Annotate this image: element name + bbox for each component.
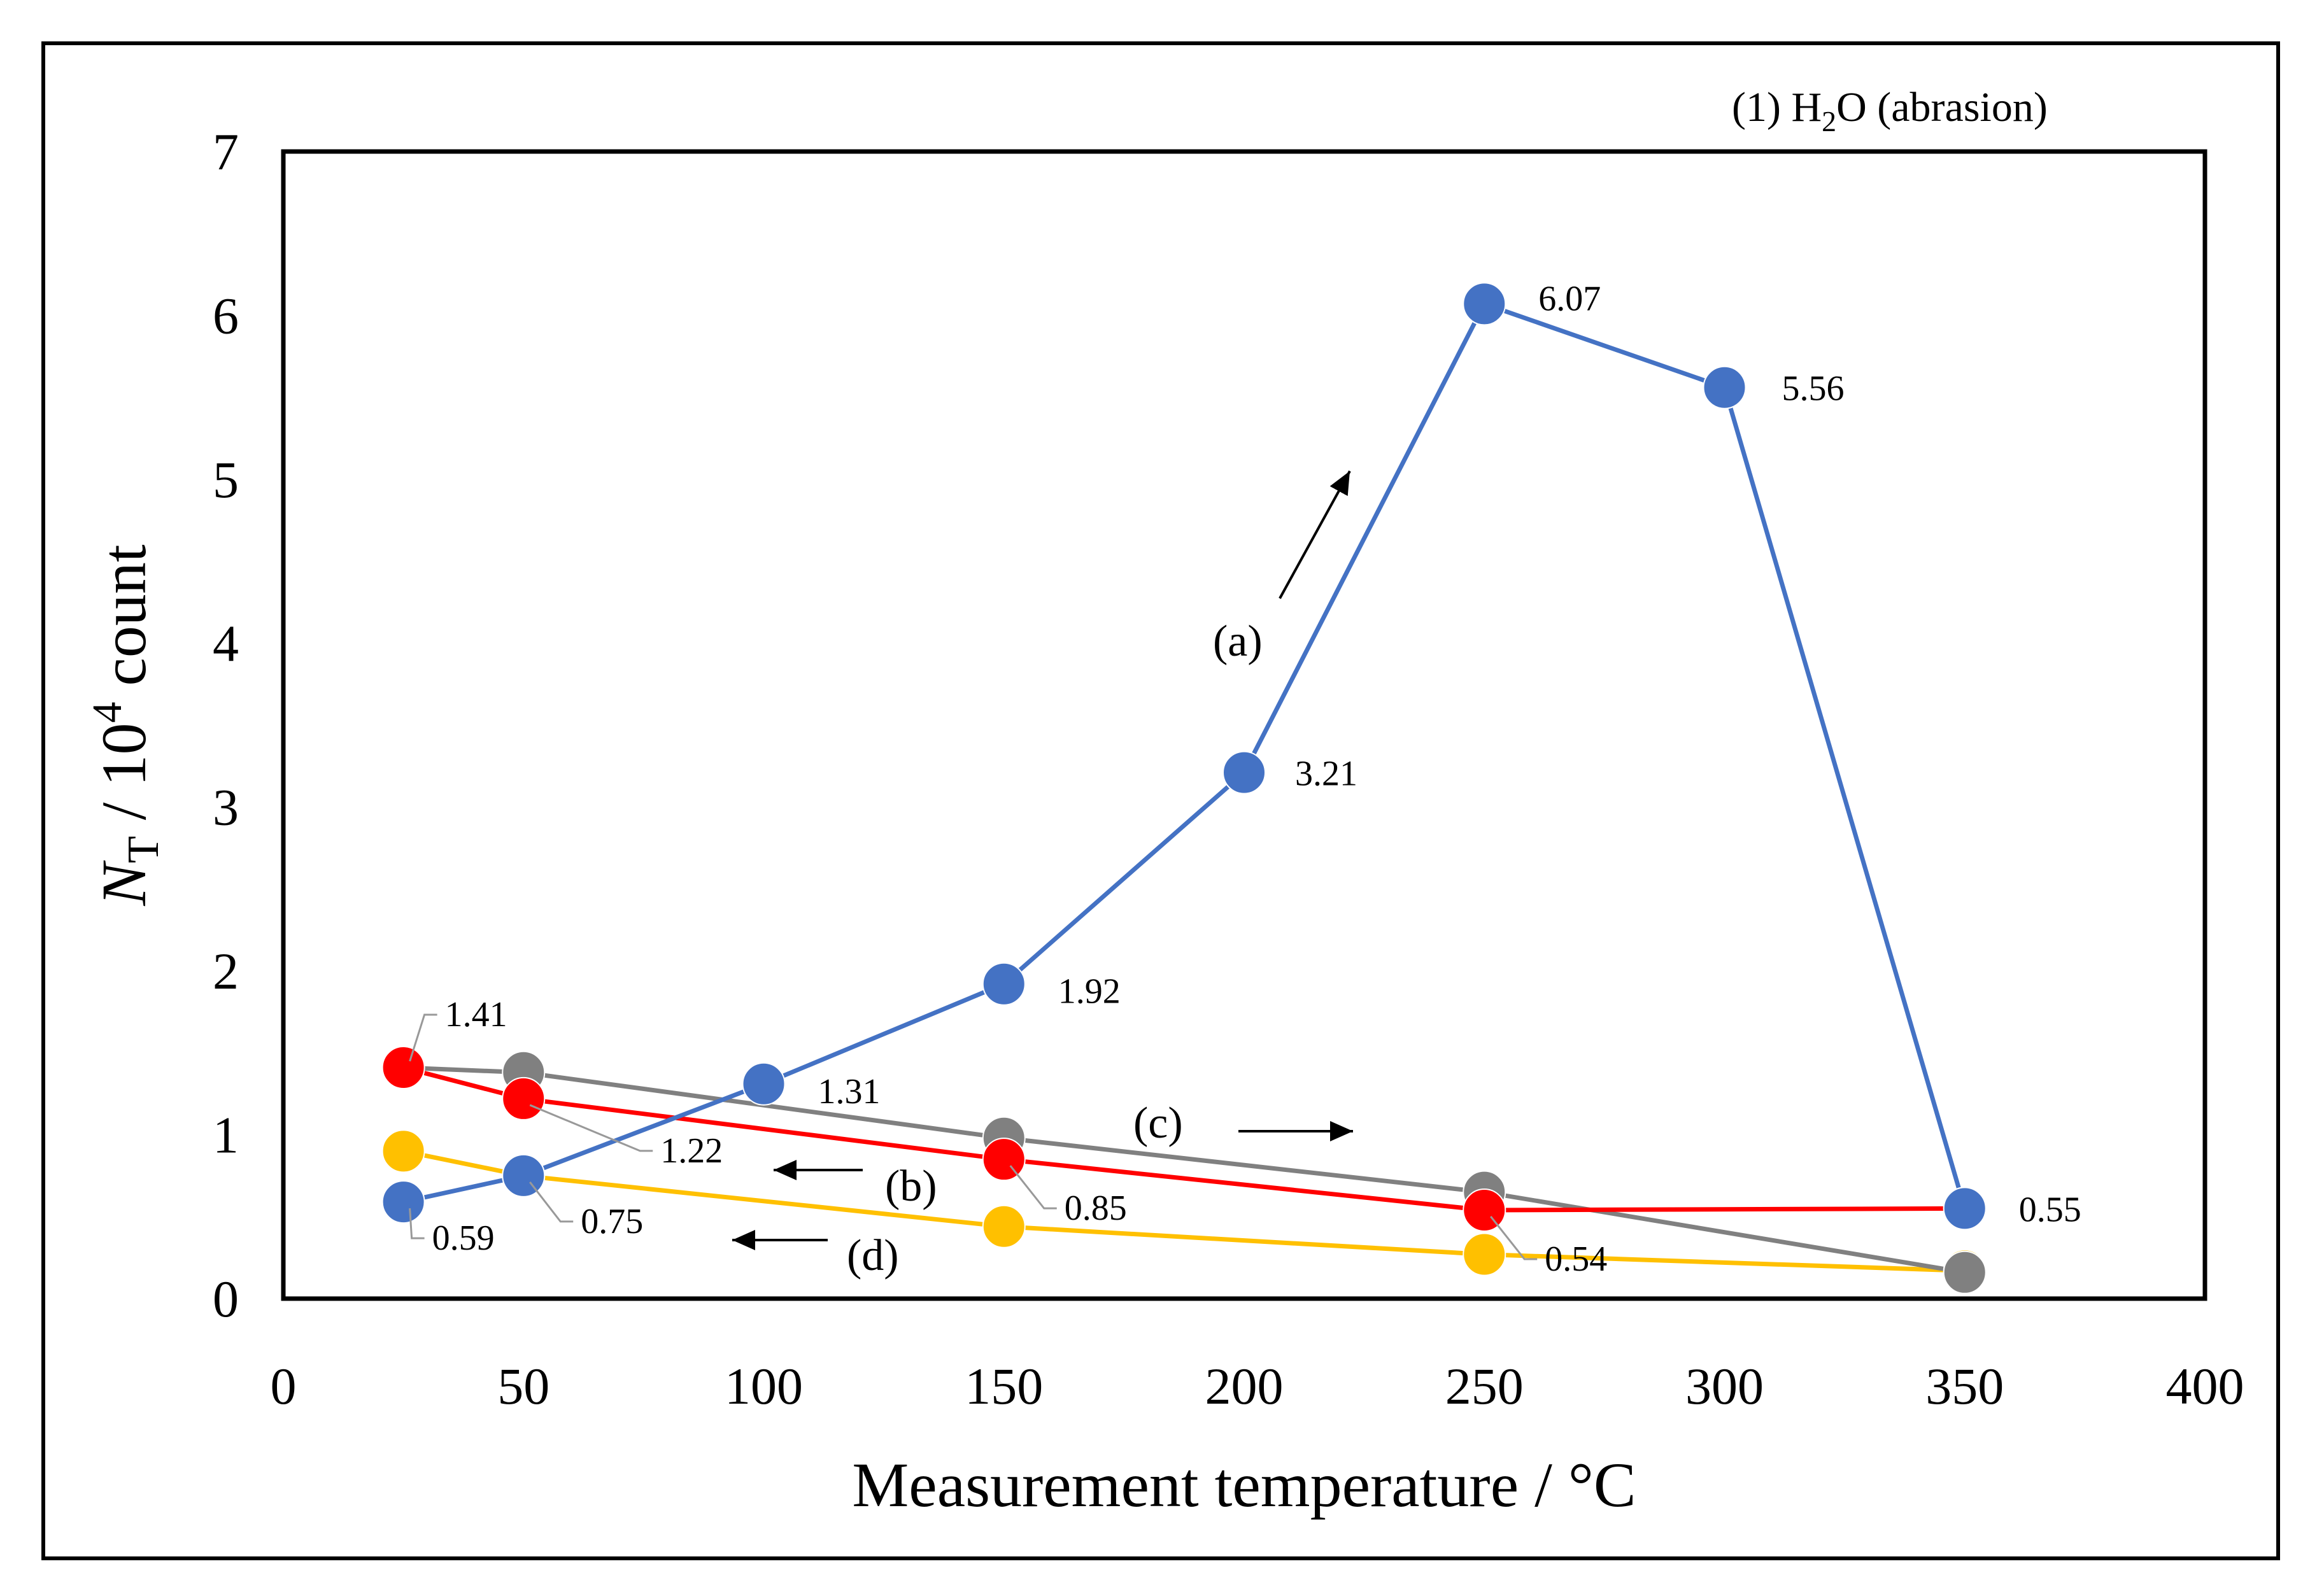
- series-b-data-label: 0.85: [1065, 1188, 1127, 1228]
- series-b-data-label: 1.22: [660, 1131, 723, 1171]
- y-axis: 0 1 2 3 4 5 6 7: [213, 123, 239, 1328]
- series-b-marker: [982, 1138, 1026, 1181]
- series-a-marker: [381, 1180, 425, 1224]
- series-a-data-label: 0.59: [432, 1218, 495, 1258]
- series-a-tag-label: (a): [1213, 617, 1263, 666]
- x-axis-title: Measurement temperature / °C: [852, 1449, 1636, 1520]
- series-c-tag-label: (c): [1133, 1099, 1183, 1148]
- series-a-marker: [1943, 1187, 1987, 1231]
- y-tick-label: 2: [213, 942, 239, 1000]
- x-tick-label: 50: [497, 1357, 549, 1415]
- plot-area: [281, 149, 2207, 1301]
- series-d-tag: (d): [732, 1230, 899, 1280]
- series-a-marker: [1463, 282, 1506, 326]
- data-label-leader: [409, 1208, 425, 1239]
- series-a-data-label: 1.92: [1058, 972, 1121, 1012]
- series-b-data-label: 0.55: [2019, 1190, 2081, 1229]
- series-a-tag: (a): [1213, 470, 1351, 666]
- series-b-marker: [502, 1076, 546, 1120]
- x-tick-label: 400: [2166, 1357, 2244, 1415]
- series-a-data-label: 3.21: [1295, 754, 1357, 794]
- y-tick-label: 1: [213, 1106, 239, 1164]
- series-a-marker: [502, 1153, 546, 1197]
- series-d-data-label: 0.75: [581, 1202, 643, 1241]
- series-a-marker: [1703, 365, 1747, 409]
- series-layer: [381, 282, 1987, 1294]
- series-a-data-label: 1.31: [818, 1072, 881, 1111]
- series-d-marker: [982, 1204, 1026, 1248]
- series-d-tag-label: (d): [847, 1231, 899, 1280]
- y-tick-label: 3: [213, 779, 239, 836]
- series-a-data-label: 5.56: [1782, 369, 1845, 409]
- y-tick-label: 4: [213, 614, 239, 672]
- y-tick-label: 0: [213, 1270, 239, 1328]
- y-tick-label: 7: [213, 123, 239, 181]
- series-c-marker: [1943, 1250, 1987, 1294]
- data-label-leader: [529, 1104, 653, 1152]
- series-d-marker: [1463, 1232, 1506, 1276]
- data-label-leader: [529, 1181, 574, 1223]
- x-tick-label: 100: [725, 1357, 803, 1415]
- x-tick-label: 300: [1685, 1357, 1764, 1415]
- series-b-tag-label: (b): [885, 1162, 937, 1211]
- data-label-leader: [1009, 1165, 1057, 1210]
- series-b-marker: [1463, 1188, 1506, 1232]
- series-b-marker: [381, 1046, 425, 1090]
- data-labels: 0.59 1.31 1.92 3.21 6.07 5.56 1.22 0.85 0.54 0.55…: [409, 279, 2081, 1279]
- data-label-leader: [1490, 1216, 1538, 1260]
- panel-title: (1) H2O (abrasion): [1732, 84, 2048, 138]
- series-a-data-label: 6.07: [1538, 279, 1601, 318]
- series-d-marker: [381, 1129, 425, 1173]
- series-c-data-label: 1.41: [445, 995, 507, 1034]
- x-axis: 0 50 100 150 200 250 300 350 400: [271, 1357, 2244, 1415]
- series-b-data-label: 0.54: [1545, 1239, 1607, 1279]
- series-a-line: [402, 301, 1967, 1210]
- x-tick-label: 200: [1205, 1357, 1284, 1415]
- series-a-arrow: [1279, 470, 1351, 599]
- series-a-marker: [1222, 751, 1266, 794]
- series-a-marker: [982, 962, 1026, 1006]
- y-tick-label: 5: [213, 451, 239, 509]
- series-b-tag: (b): [774, 1160, 937, 1211]
- data-label-leader: [409, 1013, 437, 1062]
- series-c-tag: (c): [1133, 1099, 1353, 1148]
- x-tick-label: 250: [1445, 1357, 1524, 1415]
- series-a-marker: [742, 1062, 786, 1106]
- y-axis-title: NT / 104 count: [84, 544, 168, 906]
- x-tick-label: 0: [271, 1357, 297, 1415]
- y-tick-label: 6: [213, 286, 239, 344]
- x-tick-label: 350: [1925, 1357, 2004, 1415]
- x-tick-label: 150: [965, 1357, 1043, 1415]
